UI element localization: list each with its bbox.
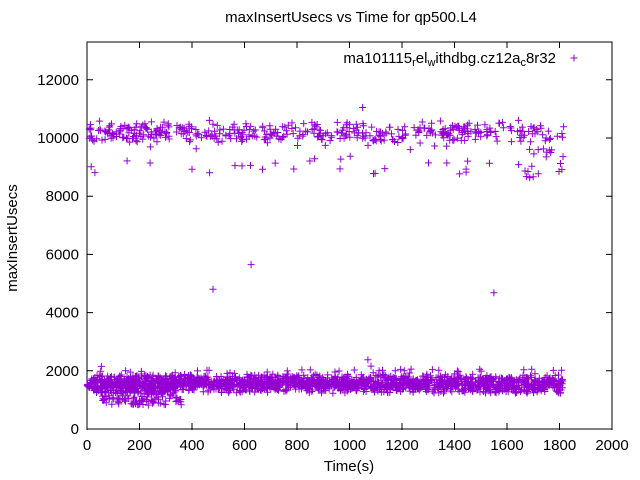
- tick-label: 200: [127, 437, 152, 454]
- tick-label: 10000: [37, 130, 79, 147]
- chart-title: maxInsertUsecs vs Time for qp500.L4: [225, 9, 477, 26]
- data-points: [83, 104, 568, 409]
- legend-label: ma101115relwithdbg.cz12ac8r32: [343, 50, 556, 69]
- y-axis-label: maxInsertUsecs: [4, 184, 21, 292]
- tick-label: 6000: [46, 246, 79, 263]
- x-axis-label: Time(s): [324, 458, 374, 475]
- tick-label: 0: [71, 421, 79, 438]
- tick-label: 400: [179, 437, 204, 454]
- tick-label: 1800: [543, 437, 576, 454]
- tick-label: 4000: [46, 305, 79, 322]
- tick-label: 2000: [46, 363, 79, 380]
- axis-ticks: [86, 42, 613, 430]
- tick-label: 8000: [46, 188, 79, 205]
- tick-label: 0: [83, 437, 91, 454]
- tick-label: 1400: [438, 437, 471, 454]
- tick-label: 2000: [595, 437, 628, 454]
- tick-label: 1200: [385, 437, 418, 454]
- tick-label: 800: [284, 437, 309, 454]
- tick-label: 1600: [490, 437, 523, 454]
- tick-label: 1000: [333, 437, 366, 454]
- legend: ma101115relwithdbg.cz12ac8r32: [343, 50, 578, 69]
- axis-tick-labels: 0 200 400 600 800 1000 1200 1400 1600 1800 2000 0 20…: [37, 72, 628, 454]
- tick-label: 12000: [37, 72, 79, 89]
- tick-label: 600: [232, 437, 257, 454]
- legend-marker-plus-icon: [570, 54, 578, 62]
- plot-border: [86, 41, 613, 430]
